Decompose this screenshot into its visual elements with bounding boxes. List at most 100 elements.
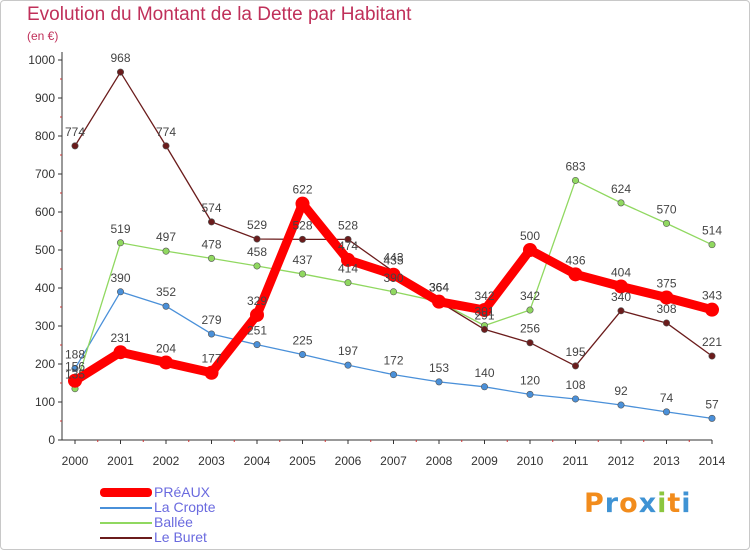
data-label-le-buret: 308 [656, 302, 676, 316]
data-point-ballee [344, 279, 352, 287]
chart-lines [68, 68, 719, 422]
data-label-le-buret: 221 [702, 335, 722, 349]
data-point-le-buret [71, 142, 79, 150]
chart-axes: 0 100 200 300 400 500 600 700 800 900 1000 2000 2001… [28, 52, 726, 468]
y-tick-label: 600 [35, 205, 55, 219]
y-tick-label: 300 [35, 319, 55, 333]
legend-item-la-cropte: La Cropte [100, 500, 215, 515]
logo-letter: t [667, 488, 682, 519]
data-point-la-cropte [253, 341, 261, 349]
data-label-preaux: 375 [656, 277, 676, 291]
data-label-preaux: 204 [156, 341, 176, 355]
data-point-la-cropte [344, 361, 352, 369]
data-label-preaux: 622 [292, 183, 312, 197]
data-label-preaux: 435 [383, 254, 403, 268]
data-label-le-buret: 774 [65, 125, 85, 139]
logo-letter: r [604, 488, 620, 519]
data-label-la-cropte: 279 [201, 313, 221, 327]
legend-label: PRéAUX [154, 484, 211, 500]
data-point-preaux [250, 307, 264, 322]
x-tick-label: 2001 [107, 454, 134, 468]
chart-subtitle: (en €) [27, 29, 59, 43]
data-label-ballee: 364 [429, 281, 449, 295]
x-tick-label: 2012 [608, 454, 635, 468]
data-label-le-buret: 443 [383, 251, 403, 265]
data-point-ballee [571, 176, 579, 184]
data-label-preaux: 231 [110, 331, 130, 345]
x-tick-label: 2010 [517, 454, 544, 468]
data-label-preaux: 177 [201, 352, 221, 366]
legend-label: La Cropte [154, 499, 216, 515]
x-tick-label: 2007 [380, 454, 407, 468]
data-label-le-buret: 528 [338, 218, 358, 232]
data-label-ballee: 497 [156, 230, 176, 244]
y-tick-label: 0 [48, 433, 55, 447]
data-point-le-buret [662, 319, 670, 327]
data-point-le-buret [480, 325, 488, 333]
data-label-ballee: 437 [292, 253, 312, 267]
series-line-le-buret [74, 71, 713, 367]
logo-letter: i [681, 488, 692, 519]
legend-label: Ballée [154, 514, 193, 530]
data-label-preaux: 343 [702, 289, 722, 303]
logo-letter: o [619, 488, 639, 519]
x-tick-label: 2008 [426, 454, 453, 468]
data-label-ballee: 458 [247, 245, 267, 259]
data-label-ballee: 514 [702, 224, 722, 238]
data-point-preaux [341, 252, 355, 267]
data-label-la-cropte: 153 [429, 361, 449, 375]
data-label-le-buret: 364 [429, 281, 449, 295]
data-point-la-cropte [480, 383, 488, 391]
data-label-ballee: 624 [611, 182, 631, 196]
data-label-le-buret: 291 [474, 308, 494, 322]
legend-item-ballee: Ballée [100, 515, 215, 530]
data-point-le-buret [162, 142, 170, 150]
data-point-le-buret [117, 68, 125, 76]
data-point-ballee [208, 254, 216, 262]
data-label-preaux: 364 [429, 281, 449, 295]
data-point-le-buret [298, 235, 306, 243]
data-point-le-buret [253, 235, 261, 243]
data-point-la-cropte [571, 395, 579, 403]
y-tick-label: 400 [35, 281, 55, 295]
data-label-la-cropte: 197 [338, 344, 358, 358]
data-point-le-buret [208, 218, 216, 226]
data-label-preaux: 436 [565, 253, 585, 267]
data-point-preaux [432, 294, 446, 309]
data-point-la-cropte [298, 350, 306, 358]
data-label-preaux: 329 [247, 294, 267, 308]
data-point-la-cropte [617, 401, 625, 409]
chart-legend: PRéAUX La Cropte Ballée Le Buret [100, 485, 215, 545]
data-label-le-buret: 256 [520, 322, 540, 336]
legend-item-preaux: PRéAUX [100, 485, 215, 500]
data-point-preaux [386, 267, 401, 282]
data-point-la-cropte [435, 378, 443, 386]
logo-letter: i [657, 488, 668, 519]
y-tick-label: 800 [35, 129, 55, 143]
data-label-preaux: 500 [520, 229, 540, 243]
data-point-la-cropte [208, 330, 216, 338]
data-point-preaux [523, 243, 537, 257]
data-label-la-cropte: 172 [383, 354, 403, 368]
legend-swatch [100, 488, 152, 497]
data-label-ballee: 135 [65, 368, 85, 382]
legend-item-le-buret: Le Buret [100, 530, 215, 545]
data-label-le-buret: 195 [565, 345, 585, 359]
data-point-preaux [568, 267, 583, 282]
data-label-ballee: 570 [656, 202, 676, 216]
data-point-la-cropte [662, 408, 670, 416]
data-point-preaux [113, 345, 128, 360]
data-point-preaux [204, 365, 219, 380]
data-label-la-cropte: 108 [565, 378, 585, 392]
x-tick-label: 2006 [335, 454, 362, 468]
y-tick-label: 500 [35, 243, 55, 257]
data-label-preaux: 342 [474, 289, 494, 303]
x-tick-label: 2004 [244, 454, 271, 468]
data-point-preaux [295, 196, 310, 211]
data-point-ballee [253, 262, 261, 270]
legend-label: Le Buret [154, 529, 207, 545]
logo-letter: P [584, 488, 605, 519]
data-point-preaux [705, 302, 719, 317]
legend-swatch [100, 506, 152, 509]
data-point-preaux [68, 373, 82, 388]
